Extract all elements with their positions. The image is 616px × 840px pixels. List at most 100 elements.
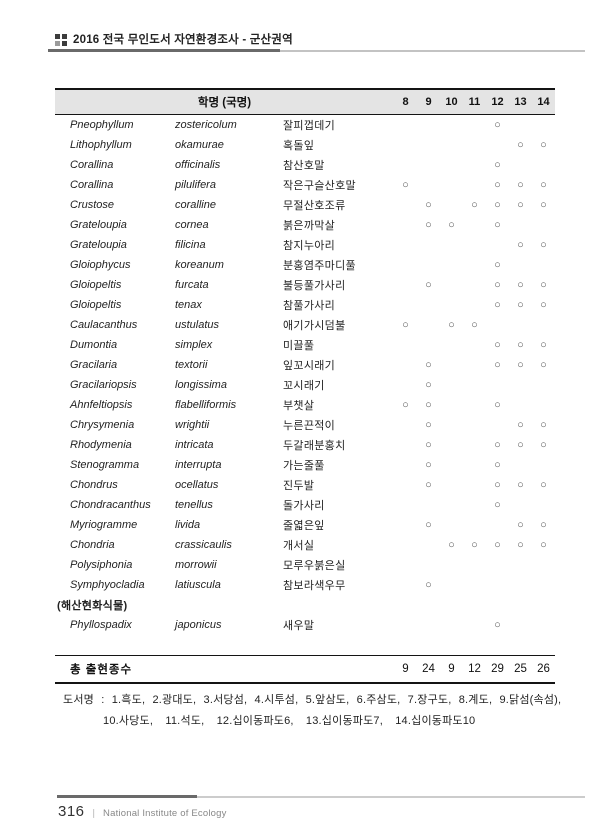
presence-mark: ○	[494, 399, 501, 411]
presence-mark: ○	[494, 199, 501, 211]
presence-mark: ○	[425, 219, 432, 231]
presence-mark: ○	[448, 319, 455, 331]
table-row: Gloiopeltis tenax 참풀가사리 ○ ○ ○	[55, 295, 555, 315]
species-cell: textorii	[175, 359, 208, 371]
genus-cell: Corallina	[70, 159, 114, 171]
presence-mark: ○	[494, 219, 501, 231]
island-legend-line1: 도서명 : 1.흑도, 2.광대도, 3.서당섬, 4.시투섬, 5.앞삼도, …	[63, 694, 562, 706]
genus-cell: Gloiopeltis	[70, 299, 122, 311]
korean-name-cell: 참지누아리	[283, 240, 336, 252]
presence-mark: ○	[494, 499, 501, 511]
species-cell: crassicaulis	[175, 539, 232, 551]
table-row: Chrysymenia wrightii 누른끈적이 ○ ○ ○	[55, 415, 555, 435]
table-row: Gracilaria textorii 잎꼬시래기 ○ ○ ○ ○	[55, 355, 555, 375]
presence-mark: ○	[517, 279, 524, 291]
table-rows: Pneophyllum zostericolum 잘피껍데기 ○ Lithophyllu…	[55, 115, 555, 635]
presence-mark: ○	[540, 299, 547, 311]
presence-mark: ○	[425, 399, 432, 411]
table-row: Grateloupia filicina 참지누아리 ○ ○	[55, 235, 555, 255]
presence-mark: ○	[540, 439, 547, 451]
presence-mark: ○	[517, 359, 524, 371]
presence-mark: ○	[494, 539, 501, 551]
column-header-site: 8	[402, 96, 409, 108]
page-number: 316	[58, 803, 85, 820]
genus-cell: Corallina	[70, 179, 114, 191]
korean-name-cell: 돌가사리	[283, 500, 325, 512]
species-cell: japonicus	[175, 619, 222, 631]
presence-mark: ○	[517, 539, 524, 551]
genus-cell: Ahnfeltiopsis	[70, 399, 133, 411]
korean-name-cell: 참보라색우무	[283, 580, 346, 592]
presence-mark: ○	[425, 519, 432, 531]
presence-mark: ○	[494, 479, 501, 491]
totals-value: 9	[448, 663, 455, 675]
presence-mark: ○	[425, 199, 432, 211]
presence-mark: ○	[540, 179, 547, 191]
table-row: Chondracanthus tenellus 돌가사리 ○	[55, 495, 555, 515]
presence-mark: ○	[540, 479, 547, 491]
presence-mark: ○	[540, 139, 547, 151]
totals-value: 26	[537, 663, 550, 675]
genus-cell: Gloiopeltis	[70, 279, 122, 291]
section-row: (해산현화식물)	[55, 595, 555, 615]
table-row: Gloiopeltis furcata 불등풀가사리 ○ ○ ○ ○	[55, 275, 555, 295]
korean-name-cell: 혹돌잎	[283, 140, 315, 152]
presence-mark: ○	[425, 479, 432, 491]
genus-cell: Chondria	[70, 539, 115, 551]
genus-cell: Crustose	[70, 199, 115, 211]
genus-cell: Grateloupia	[70, 219, 127, 231]
species-cell: longissima	[175, 379, 227, 391]
presence-mark: ○	[517, 339, 524, 351]
species-cell: latiuscula	[175, 579, 221, 591]
table-row: Lithophyllum okamurae 혹돌잎 ○ ○	[55, 135, 555, 155]
species-cell: flabelliformis	[175, 399, 237, 411]
footer-rule-dark	[57, 795, 197, 798]
species-cell: wrightii	[175, 419, 210, 431]
section-label: (해산현화식물)	[57, 600, 128, 612]
genus-cell: Chondracanthus	[70, 499, 151, 511]
presence-mark: ○	[517, 479, 524, 491]
table-row: Crustose coralline 무절산호조류 ○ ○ ○ ○ ○	[55, 195, 555, 215]
table-row: Chondrus ocellatus 진두발 ○ ○ ○ ○	[55, 475, 555, 495]
presence-mark: ○	[425, 459, 432, 471]
header-rule-dark	[48, 49, 280, 52]
genus-cell: Chrysymenia	[70, 419, 135, 431]
column-header-site: 12	[491, 96, 504, 108]
genus-cell: Symphyocladia	[70, 579, 145, 591]
presence-mark: ○	[494, 159, 501, 171]
genus-cell: Pneophyllum	[70, 119, 134, 131]
presence-mark: ○	[425, 419, 432, 431]
presence-mark: ○	[494, 119, 501, 131]
genus-cell: Gracilaria	[70, 359, 118, 371]
footer-separator: ∣	[91, 808, 97, 818]
korean-name-cell: 미끌풀	[283, 340, 315, 352]
genus-cell: Myriogramme	[70, 519, 138, 531]
presence-mark: ○	[494, 179, 501, 191]
species-cell: ocellatus	[175, 479, 219, 491]
species-cell: intricata	[175, 439, 214, 451]
presence-mark: ○	[494, 359, 501, 371]
korean-name-cell: 개서실	[283, 540, 315, 552]
presence-mark: ○	[494, 459, 501, 471]
presence-mark: ○	[540, 279, 547, 291]
species-cell: okamurae	[175, 139, 224, 151]
genus-cell: Gloiophycus	[70, 259, 131, 271]
korean-name-cell: 두갈래분홍치	[283, 440, 346, 452]
table-row: Dumontia simplex 미끌풀 ○ ○ ○	[55, 335, 555, 355]
totals-label: 총 출현종수	[70, 664, 133, 676]
genus-cell: Stenogramma	[70, 459, 140, 471]
genus-cell: Grateloupia	[70, 239, 127, 251]
korean-name-cell: 줄엷은잎	[283, 520, 325, 532]
presence-mark: ○	[494, 619, 501, 631]
institute-name: National Institute of Ecology	[103, 808, 227, 819]
table-row: Phyllospadix japonicus 새우말 ○	[55, 615, 555, 635]
presence-mark: ○	[494, 339, 501, 351]
presence-mark: ○	[448, 219, 455, 231]
species-cell: livida	[175, 519, 201, 531]
presence-mark: ○	[517, 179, 524, 191]
report-title: 2016 전국 무인도서 자연환경조사 - 군산권역	[73, 34, 293, 46]
totals-row: 총 출현종수 9 24 9 12 29 25 26	[55, 655, 555, 684]
presence-mark: ○	[517, 439, 524, 451]
species-cell: cornea	[175, 219, 209, 231]
presence-mark: ○	[494, 439, 501, 451]
